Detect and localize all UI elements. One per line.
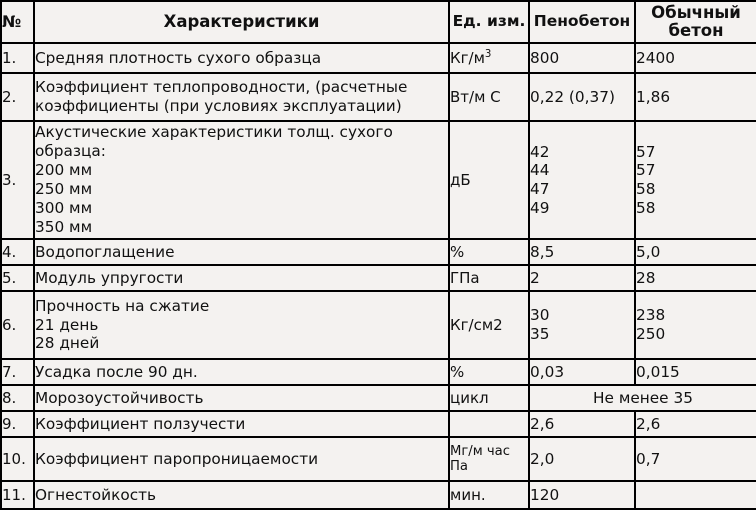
row-number: 9. (0, 410, 35, 438)
row-unit: Кг/м3 (448, 42, 530, 74)
table-row: 5. Модуль упругости ГПа 2 28 (0, 264, 756, 292)
column-header-unit: Ед. изм. (448, 0, 530, 44)
row-number: 2. (0, 72, 35, 122)
row-unit: цикл (448, 384, 530, 412)
row-number: 7. (0, 358, 35, 386)
table-row: 6. Прочность на сжатие 21 день 28 дней К… (0, 290, 756, 360)
row-value-ordinary: 2,6 (634, 410, 756, 438)
row-characteristic: Водопоглащение (33, 238, 450, 266)
row-value-foam: 42 44 47 49 (528, 120, 636, 240)
row-value-ordinary: 0,7 (634, 436, 756, 482)
row-characteristic: Огнестойкость (33, 480, 450, 510)
table-row: 10. Коэффициент паропроницаемости Мг/м ч… (0, 436, 756, 482)
row-unit: Кг/см2 (448, 290, 530, 360)
row-value-foam: 800 (528, 42, 636, 74)
row-characteristic: Прочность на сжатие 21 день 28 дней (33, 290, 450, 360)
row-number: 3. (0, 120, 35, 240)
row-value-ordinary: 2400 (634, 42, 756, 74)
table-header: № Характеристики Ед. изм. Пенобетон Обыч… (0, 0, 756, 44)
row-value-ordinary (634, 480, 756, 510)
row-unit: ГПа (448, 264, 530, 292)
row-value-foam: 0,03 (528, 358, 636, 386)
row-unit: мин. (448, 480, 530, 510)
row-characteristic: Модуль упругости (33, 264, 450, 292)
row-unit: Вт/м С (448, 72, 530, 122)
row-value-foam: 2 (528, 264, 636, 292)
row-unit: % (448, 358, 530, 386)
column-header-ordinary-concrete: Обычный бетон (634, 0, 756, 44)
row-characteristic: Морозоустойчивость (33, 384, 450, 412)
row-value-ordinary: 5,0 (634, 238, 756, 266)
table-row: 3. Акустические характеристики толщ. сух… (0, 120, 756, 240)
table-row: 11. Огнестойкость мин. 120 (0, 480, 756, 510)
row-value-ordinary: 57 57 58 58 (634, 120, 756, 240)
row-value-foam: 30 35 (528, 290, 636, 360)
row-value-ordinary: 1,86 (634, 72, 756, 122)
table-row: 2. Коэффициент теплопроводности, (расчет… (0, 72, 756, 122)
table-row: 1. Средняя плотность сухого образца Кг/м… (0, 42, 756, 74)
row-value-ordinary: 28 (634, 264, 756, 292)
row-characteristic: Акустические характеристики толщ. сухого… (33, 120, 450, 240)
row-value-foam: 120 (528, 480, 636, 510)
row-value-ordinary: 0,015 (634, 358, 756, 386)
column-header-characteristics: Характеристики (33, 0, 450, 44)
row-unit: Мг/м час Па (448, 436, 530, 482)
row-number: 8. (0, 384, 35, 412)
table-row: 7. Усадка после 90 дн. % 0,03 0,015 (0, 358, 756, 386)
row-characteristic: Коэффициент паропроницаемости (33, 436, 450, 482)
row-characteristic: Коэффициент теплопроводности, (расчетные… (33, 72, 450, 122)
row-number: 5. (0, 264, 35, 292)
row-value-merged: Не менее 35 (528, 384, 756, 412)
row-characteristic: Коэффициент ползучести (33, 410, 450, 438)
row-value-foam: 8,5 (528, 238, 636, 266)
table-row: 4. Водопоглащение % 8,5 5,0 (0, 238, 756, 266)
row-value-foam: 2,0 (528, 436, 636, 482)
row-number: 1. (0, 42, 35, 74)
row-number: 10. (0, 436, 35, 482)
row-number: 11. (0, 480, 35, 510)
row-number: 4. (0, 238, 35, 266)
row-unit: дБ (448, 120, 530, 240)
row-number: 6. (0, 290, 35, 360)
table-body: 1. Средняя плотность сухого образца Кг/м… (0, 42, 756, 510)
row-value-foam: 2,6 (528, 410, 636, 438)
row-unit (448, 410, 530, 438)
row-characteristic: Средняя плотность сухого образца (33, 42, 450, 74)
row-unit: % (448, 238, 530, 266)
row-characteristic: Усадка после 90 дн. (33, 358, 450, 386)
row-value-foam: 0,22 (0,37) (528, 72, 636, 122)
column-header-foam-concrete: Пенобетон (528, 0, 636, 44)
column-header-number: № (0, 0, 35, 44)
row-value-ordinary: 238 250 (634, 290, 756, 360)
table-row: 8. Морозоустойчивость цикл Не менее 35 (0, 384, 756, 412)
header-row: № Характеристики Ед. изм. Пенобетон Обыч… (0, 0, 756, 44)
table-row: 9. Коэффициент ползучести 2,6 2,6 (0, 410, 756, 438)
